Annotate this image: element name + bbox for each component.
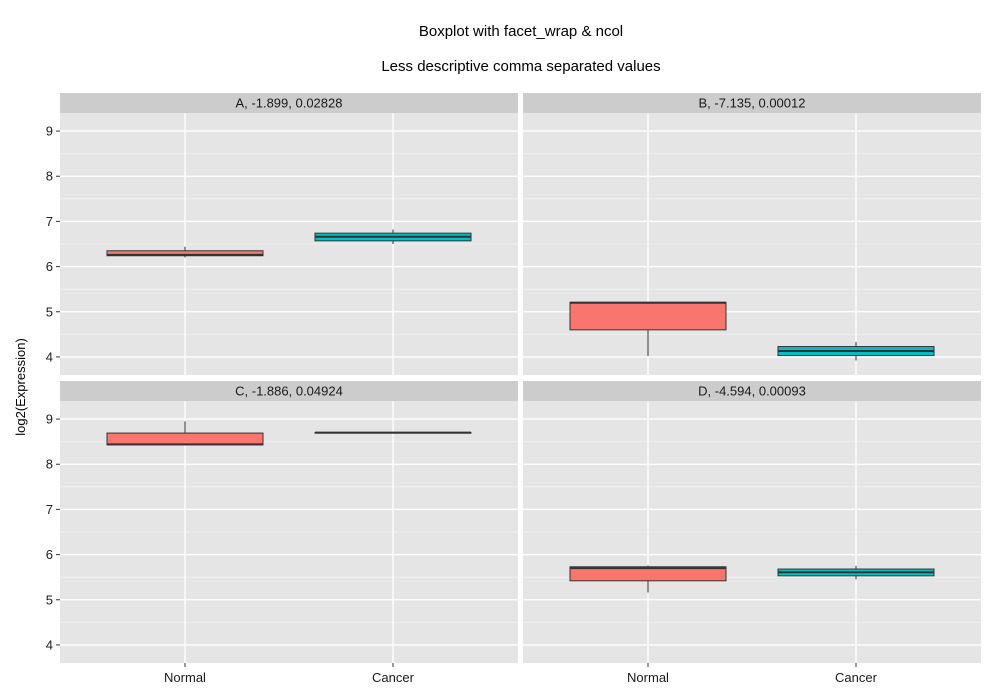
facet-strip-label: C, -1.886, 0.04924 xyxy=(235,384,343,399)
y-tick-label: 7 xyxy=(46,214,53,229)
facet-panel: D, -4.594, 0.00093 Normal Cancer xyxy=(523,381,981,685)
facet-strip-label: B, -7.135, 0.00012 xyxy=(699,96,806,111)
y-tick-label: 9 xyxy=(46,412,53,427)
facet-strip-label: D, -4.594, 0.00093 xyxy=(698,384,806,399)
facet-panel: A, -1.899, 0.02828 4 5 6 7 8 9 xyxy=(46,93,518,375)
y-axis-title: log2(Expression) xyxy=(13,338,28,436)
y-tick-label: 5 xyxy=(46,592,53,607)
y-tick-label: 5 xyxy=(46,304,53,319)
y-tick-label: 9 xyxy=(46,124,53,139)
y-tick-label: 6 xyxy=(46,547,53,562)
facet-strip xyxy=(60,381,518,401)
y-tick-label: 6 xyxy=(46,259,53,274)
facet-strip xyxy=(523,381,981,401)
x-tick-label: Cancer xyxy=(372,670,415,685)
facet-strip xyxy=(523,93,981,113)
facet-panel: C, -1.886, 0.04924 4 5 6 7 8 9 Normal Cancer xyxy=(46,381,518,685)
x-tick-label: Normal xyxy=(164,670,206,685)
chart-subtitle: Less descriptive comma separated values xyxy=(381,58,660,75)
y-tick-label: 8 xyxy=(46,169,53,184)
facet-panel: B, -7.135, 0.00012 xyxy=(523,93,981,375)
box-body xyxy=(569,566,727,582)
y-tick-label: 8 xyxy=(46,457,53,472)
x-tick-label: Cancer xyxy=(835,670,878,685)
box-body xyxy=(569,301,727,331)
y-tick-label: 4 xyxy=(46,637,53,652)
y-tick-label: 7 xyxy=(46,502,53,517)
box-body xyxy=(106,432,264,446)
x-tick-label: Normal xyxy=(627,670,669,685)
facet-strip xyxy=(60,93,518,113)
y-tick-label: 4 xyxy=(46,349,53,364)
chart-title: Boxplot with facet_wrap & ncol xyxy=(419,23,623,40)
facet-panels: A, -1.899, 0.02828 4 5 6 7 8 9 B, -7.135, 0.000… xyxy=(46,93,981,685)
facet-strip-label: A, -1.899, 0.02828 xyxy=(236,96,343,111)
